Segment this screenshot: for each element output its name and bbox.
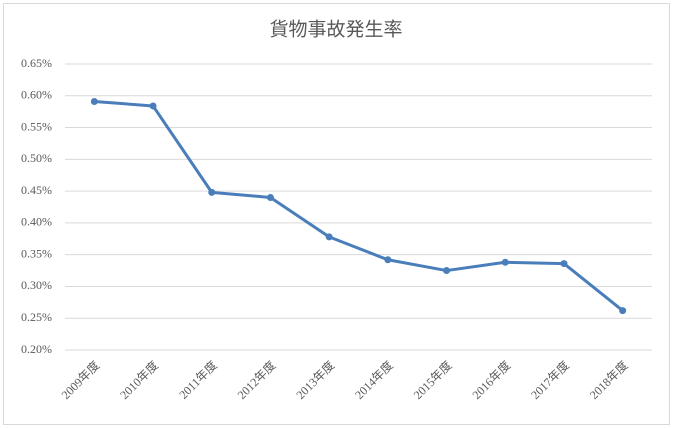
y-tick-label: 0.20% <box>21 342 52 356</box>
data-point <box>560 260 568 268</box>
data-point <box>501 258 509 266</box>
data-point <box>90 97 98 105</box>
y-tick-label: 0.55% <box>21 119 52 133</box>
y-tick-label: 0.65% <box>21 56 52 70</box>
y-tick-label: 0.45% <box>21 183 52 197</box>
data-point <box>266 193 274 201</box>
data-point <box>384 256 392 264</box>
y-tick-label: 0.30% <box>21 278 52 292</box>
chart-border <box>3 3 670 425</box>
y-tick-label: 0.50% <box>21 151 52 165</box>
data-point <box>149 102 157 110</box>
data-point <box>619 307 627 315</box>
y-tick-label: 0.25% <box>21 310 52 324</box>
y-tick-label: 0.35% <box>21 246 52 260</box>
data-point <box>325 233 333 241</box>
data-line <box>94 100 624 312</box>
data-point <box>443 267 451 275</box>
y-tick-label: 0.40% <box>21 215 52 229</box>
data-point <box>208 188 216 196</box>
y-tick-label: 0.60% <box>21 88 52 102</box>
chart-title: 貨物事故発生率 <box>269 18 402 40</box>
